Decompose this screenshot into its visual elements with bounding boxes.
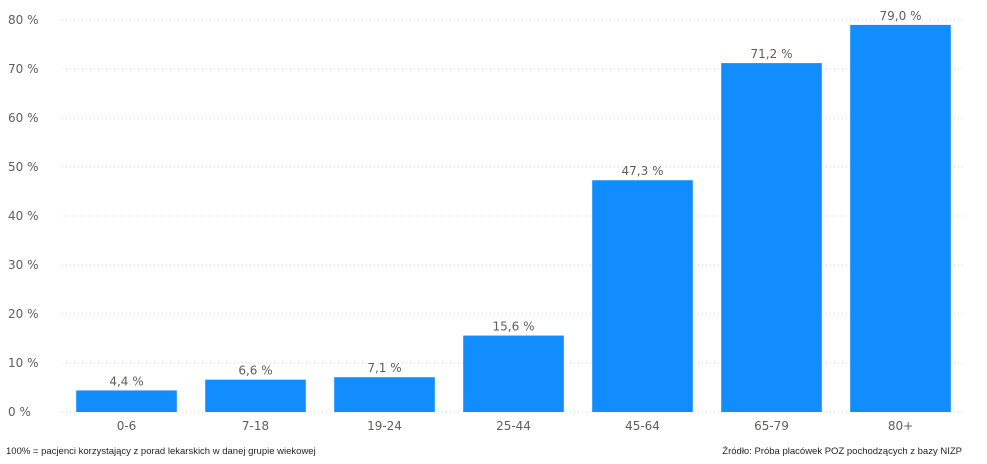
- y-tick-label: 40 %: [8, 209, 39, 223]
- y-tick-label: 60 %: [8, 111, 39, 125]
- data-label: 47,3 %: [622, 164, 664, 178]
- bars: [76, 24, 951, 413]
- footnote-source: Źródło: Próba placówek POZ pochodzących …: [722, 446, 962, 457]
- x-tick-label: 65-79: [754, 419, 789, 433]
- data-label: 6,6 %: [238, 364, 272, 378]
- bar-65-79[interactable]: [721, 63, 822, 413]
- x-tick-label: 25-44: [496, 419, 531, 433]
- y-tick-label: 20 %: [8, 307, 39, 321]
- bar-7-18[interactable]: [205, 379, 306, 412]
- y-tick-label: 30 %: [8, 258, 39, 272]
- y-tick-label: 80 %: [8, 13, 39, 27]
- data-label: 71,2 %: [751, 47, 793, 61]
- y-axis: 0 % 10 % 20 % 30 % 40 % 50 % 60 % 70 % 80 %: [8, 13, 39, 419]
- x-tick-label: 19-24: [367, 419, 402, 433]
- x-axis: 0-6 7-18 19-24 25-44 45-64 65-79 80+: [117, 419, 913, 433]
- x-tick-label: 7-18: [242, 419, 269, 433]
- y-tick-label: 10 %: [8, 356, 39, 370]
- bar-25-44[interactable]: [463, 335, 564, 412]
- data-label: 4,4 %: [109, 374, 143, 388]
- footnote-note: 100% = pacjenci korzystający z porad lek…: [6, 446, 316, 457]
- y-tick-label: 50 %: [8, 160, 39, 174]
- bar-chart: 0 % 10 % 20 % 30 % 40 % 50 % 60 % 70 % 80 % 4,4 …: [8, 9, 965, 433]
- y-tick-label: 0 %: [8, 405, 31, 419]
- bar-0-6[interactable]: [76, 390, 177, 412]
- bar-19-24[interactable]: [334, 377, 435, 412]
- bar-45-64[interactable]: [592, 180, 693, 412]
- x-tick-label: 0-6: [117, 419, 137, 433]
- data-label: 79,0 %: [880, 9, 922, 23]
- bar-80+[interactable]: [850, 24, 951, 413]
- y-tick-label: 70 %: [8, 62, 39, 76]
- x-tick-label: 45-64: [625, 419, 660, 433]
- x-tick-label: 80+: [888, 419, 913, 433]
- data-label: 7,1 %: [367, 361, 401, 375]
- data-label: 15,6 %: [493, 320, 535, 334]
- data-labels: 4,4 % 6,6 % 7,1 % 15,6 % 47,3 % 71,2 % 79,0 %: [109, 9, 921, 389]
